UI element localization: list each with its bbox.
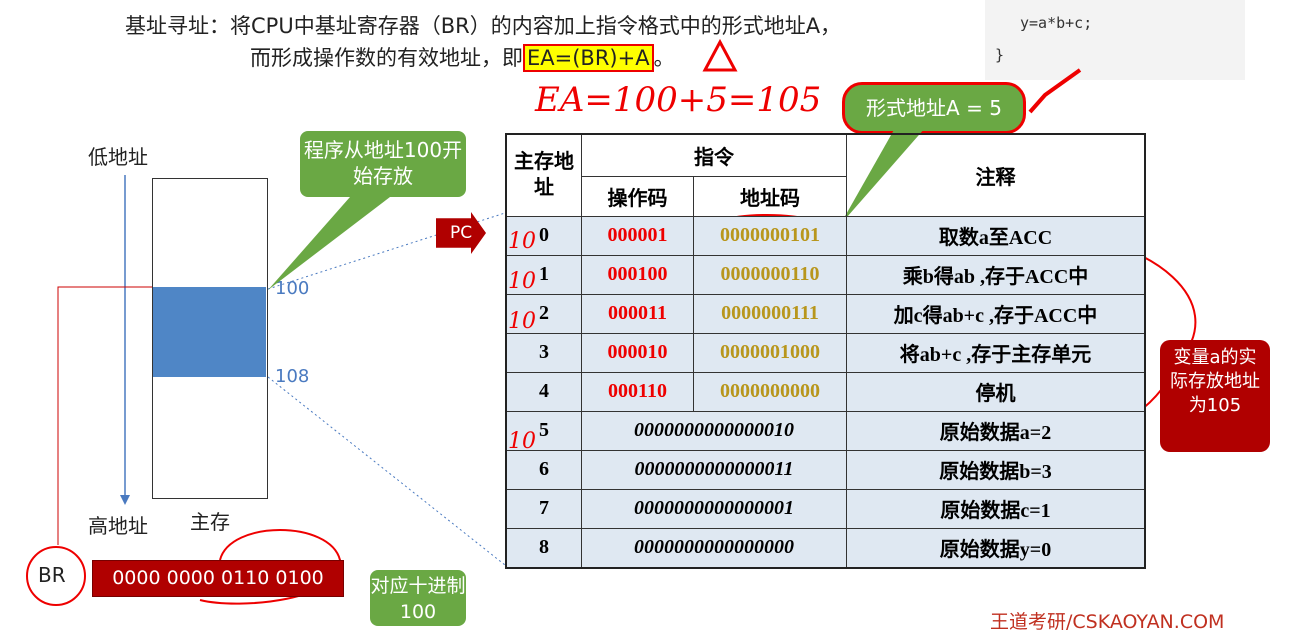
- circle-mark: [26, 546, 86, 606]
- low-address-label: 低地址: [88, 145, 148, 169]
- start-address: 100: [275, 278, 310, 299]
- note-cell: 原始数据b=3: [846, 449, 1146, 490]
- br-register: 0000 0000 0110 0100: [92, 560, 344, 597]
- note-cell: 原始数据a=2: [846, 410, 1146, 451]
- table-row: 1 000100 0000000110 乘b得ab ,存于ACC中: [505, 254, 1146, 295]
- addrcode-cell: 0000000111: [693, 293, 847, 334]
- table-row: 7 0000000000000001 原始数据c=1: [505, 488, 1146, 529]
- note-cell: 加c得ab+c ,存于ACC中: [846, 293, 1146, 334]
- opcode-cell: 000110: [581, 371, 694, 412]
- note-cell: 取数a至ACC: [846, 215, 1146, 256]
- callout-pointer: [268, 197, 390, 290]
- addr-cell: 1: [505, 254, 582, 295]
- data-cell: 0000000000000001: [581, 488, 847, 529]
- data-cell: 0000000000000000: [581, 527, 847, 568]
- data-cell: 0000000000000011: [581, 449, 847, 490]
- addr-cell: 5: [505, 410, 582, 451]
- code-line: y=a*b+c;: [1020, 14, 1093, 32]
- note-cell: 原始数据c=1: [846, 488, 1146, 529]
- prefix-mark: 10: [508, 269, 536, 294]
- br-label: BR: [38, 563, 66, 587]
- table-row: 2 000011 0000000111 加c得ab+c ,存于ACC中: [505, 293, 1146, 334]
- header-note: 注释: [846, 133, 1146, 217]
- checkmark-icon: [1028, 68, 1082, 114]
- table-row: 6 0000000000000011 原始数据b=3: [505, 449, 1146, 490]
- high-address-label: 高地址: [88, 514, 148, 538]
- opcode-cell: 000100: [581, 254, 694, 295]
- callout-actual-address: 变量a的实际存放地址为105: [1160, 340, 1270, 452]
- title-suffix: 。: [653, 46, 675, 70]
- handwritten-calc: EA=100+5=105: [535, 80, 822, 120]
- header-addr: 主存地址: [505, 133, 582, 217]
- addrcode-cell: 0000001000: [693, 332, 847, 373]
- main-memory-box: [152, 178, 268, 499]
- addr-cell: 7: [505, 488, 582, 529]
- prefix-mark: 10: [508, 429, 536, 454]
- opcode-cell: 000011: [581, 293, 694, 334]
- note-cell: 原始数据y=0: [846, 527, 1146, 568]
- formula: EA=(BR)+A: [523, 44, 654, 72]
- header-instr: 指令: [581, 133, 847, 177]
- table-row: 5 0000000000000010 原始数据a=2: [505, 410, 1146, 451]
- table-row: 0 000001 0000000101 取数a至ACC: [505, 215, 1146, 256]
- end-address: 108: [275, 366, 310, 387]
- header-addrcode: 地址码: [693, 175, 847, 217]
- callout-decimal: 对应十进制100: [370, 570, 466, 626]
- program-block: [153, 287, 266, 377]
- addr-cell: 2: [505, 293, 582, 334]
- dotted-line-bottom: [267, 376, 506, 566]
- table-row: 3 000010 0000001000 将ab+c ,存于主存单元: [505, 332, 1146, 373]
- title-line-2: 而形成操作数的有效地址，即 EA=(BR)+A。: [250, 42, 675, 72]
- addr-cell: 8: [505, 527, 582, 568]
- note-cell: 将ab+c ,存于主存单元: [846, 332, 1146, 373]
- dotted-line-top: [267, 212, 506, 290]
- opcode-cell: 000001: [581, 215, 694, 256]
- handwritten-prefix: 10 10 10 10: [508, 222, 536, 462]
- callout-formal-address: 形式地址A = 5: [842, 82, 1026, 134]
- arrow-head-icon: [120, 495, 130, 505]
- addrcode-cell: 0000000000: [693, 371, 847, 412]
- instruction-table: 主存地址 指令 注释 操作码 地址码 0 000001 0000000101 取数a至A…: [505, 133, 1146, 569]
- prefix-mark: 10: [508, 229, 536, 254]
- addr-cell: 4: [505, 371, 582, 412]
- title-line-1: 基址寻址：将CPU中基址寄存器（BR）的内容加上指令格式中的形式地址A，: [125, 14, 842, 38]
- data-cell: 0000000000000010: [581, 410, 847, 451]
- pc-label: PC: [449, 223, 473, 243]
- code-line: }: [995, 46, 1005, 64]
- memory-label: 主存: [190, 510, 230, 534]
- addrcode-cell: 0000000110: [693, 254, 847, 295]
- table-row: 4 000110 0000000000 停机: [505, 371, 1146, 412]
- triangle-mark-icon: [702, 38, 738, 72]
- note-cell: 乘b得ab ,存于ACC中: [846, 254, 1146, 295]
- addrcode-cell: 0000000101: [693, 215, 847, 256]
- addr-cell: 3: [505, 332, 582, 373]
- prefix-mark: 10: [508, 309, 536, 334]
- br-pointer-line: [57, 286, 152, 545]
- callout-program-start: 程序从地址100开始存放: [300, 131, 466, 197]
- watermark: 王道考研/CSKAOYAN.COM: [990, 611, 1225, 633]
- table-row: 8 0000000000000000 原始数据y=0: [505, 527, 1146, 568]
- code-snippet: y=a*b+c; }: [985, 0, 1245, 80]
- header-opcode: 操作码: [581, 175, 694, 217]
- title-prefix: 而形成操作数的有效地址，即: [250, 46, 523, 70]
- note-cell: 停机: [846, 371, 1146, 412]
- opcode-cell: 000010: [581, 332, 694, 373]
